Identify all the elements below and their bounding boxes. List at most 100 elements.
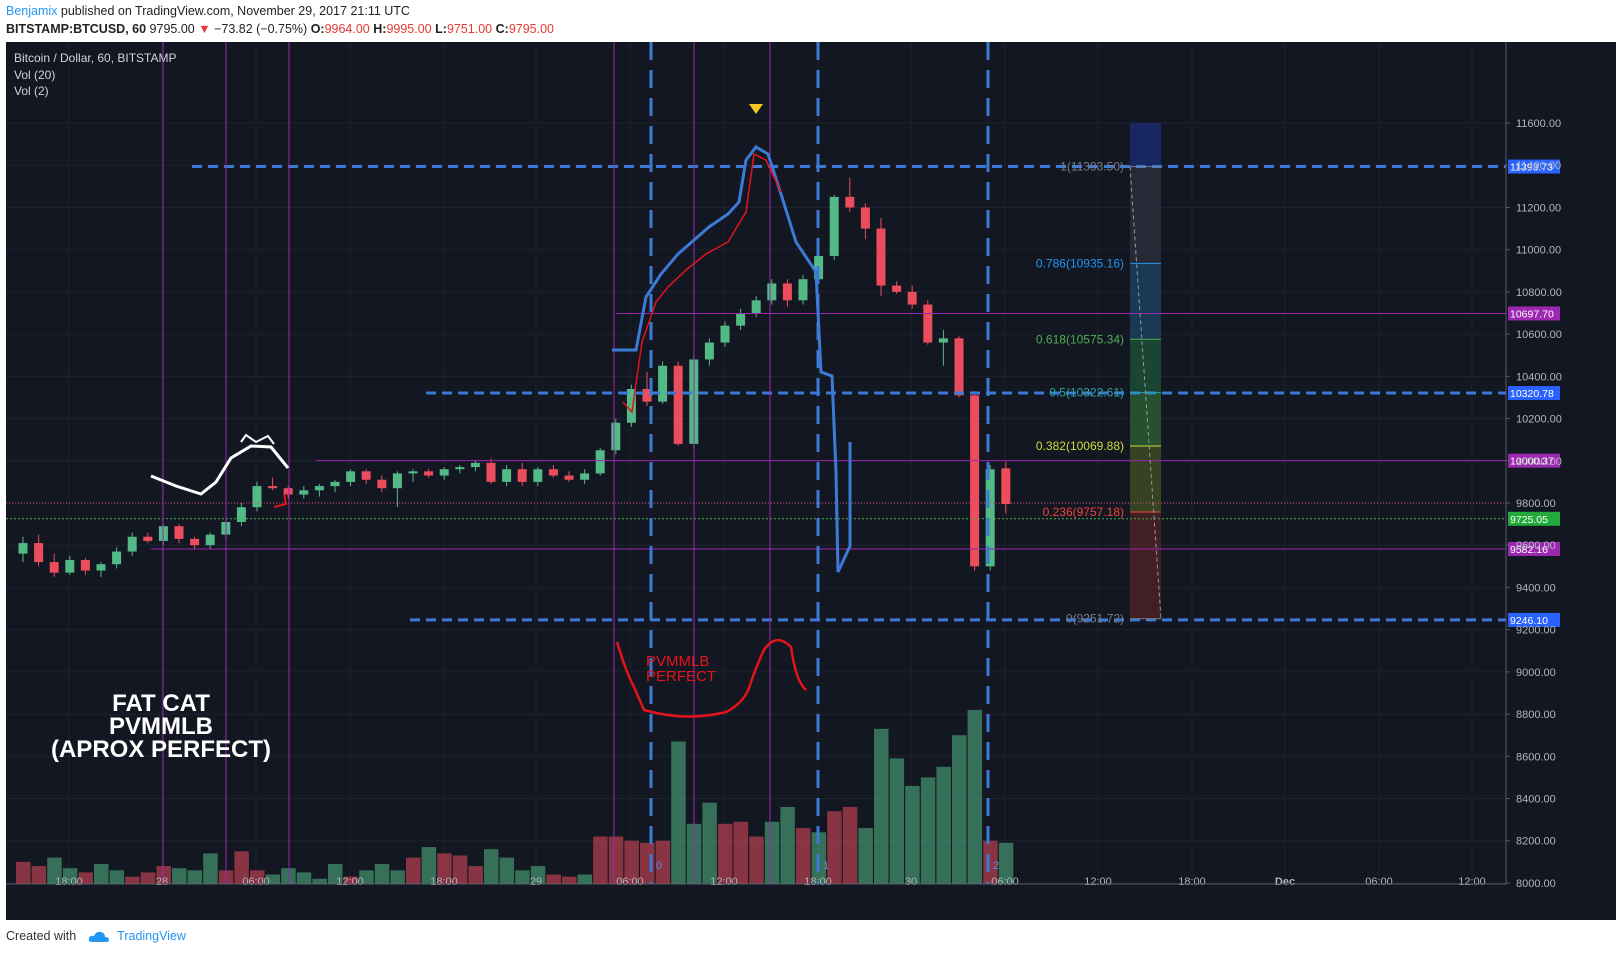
volume-bar — [562, 876, 577, 884]
x-tick-label: 06:00 — [242, 876, 270, 888]
fib-labels: 1(11393.50) 0.786(10935.16) 0.618(10575.34… — [1036, 160, 1162, 626]
volume-bar — [437, 853, 452, 884]
volume-bar — [796, 828, 811, 884]
time-marker-label: 1 — [823, 860, 829, 872]
volume-bar — [281, 868, 296, 884]
volume-bar — [967, 709, 983, 884]
y-tick-label: 9800.00 — [1516, 498, 1556, 510]
x-tick-label: 29 — [530, 876, 542, 888]
candle-body — [112, 551, 122, 565]
volume-bar — [515, 870, 530, 884]
cat-ears — [240, 433, 275, 445]
close-label: C: — [495, 22, 509, 36]
x-tick-label: 12:00 — [710, 876, 738, 888]
low-label: L: — [435, 22, 447, 36]
low-value: 9751.00 — [446, 22, 493, 36]
fib-level-label: 0(9251.72) — [1066, 612, 1124, 626]
chart-area[interactable]: 11393.73 10697.70 10320.78 10000.37 9725.05 9… — [6, 42, 1616, 920]
volume-bar — [624, 840, 639, 884]
candle-body — [829, 196, 839, 256]
candle-body — [704, 342, 714, 360]
chart-header: Benjamix published on TradingView.com, N… — [6, 4, 1616, 40]
close-value: 9795.00 — [508, 22, 554, 36]
price-axis-badge — [1508, 306, 1560, 321]
candle-body — [408, 471, 418, 474]
volume-bar — [250, 870, 265, 884]
vertical-lines[interactable]: 0 1 2 — [162, 42, 999, 884]
footer: Created with TradingView — [6, 929, 186, 943]
chart-canvas[interactable]: 11393.73 10697.70 10320.78 10000.37 9725.05 9… — [6, 42, 1616, 920]
annotation-line-3: (APROX PERFECT) — [51, 736, 271, 763]
volume-bar — [109, 870, 125, 884]
price-axis-badge-label: 10697.70 — [1510, 308, 1554, 320]
price-axis-badge — [1508, 453, 1560, 468]
volume-bar — [671, 741, 686, 884]
volume-bar — [468, 866, 483, 884]
high-label: H: — [373, 22, 387, 36]
y-tick-label: 8000.00 — [1516, 878, 1556, 890]
candle-body — [548, 469, 558, 476]
candle-body — [392, 473, 402, 489]
red-annotation-line-2: PERFECT — [646, 668, 716, 685]
price-axis-badge-label: 9246.10 — [1510, 615, 1548, 627]
candle-body — [876, 228, 886, 286]
down-arrow-icon: ▼ — [198, 22, 211, 36]
price-axis-badge — [1508, 612, 1560, 627]
x-tick-label: 28 — [156, 876, 168, 888]
candle-body — [486, 462, 496, 482]
volume-bar — [359, 870, 374, 884]
fib-zone-band — [1130, 446, 1161, 513]
candle-body — [65, 559, 75, 573]
candle-body — [127, 536, 137, 552]
candle-body — [954, 338, 964, 396]
candle-body — [80, 559, 90, 571]
candle-body — [455, 467, 465, 470]
author-link[interactable]: Benjamix — [6, 4, 58, 18]
candle-body — [626, 388, 636, 423]
candle-body — [658, 365, 668, 402]
candle-body — [502, 469, 512, 482]
x-tick-label: 12:00 — [1458, 876, 1486, 888]
volume-bar — [484, 849, 499, 884]
volume-bar — [936, 766, 951, 884]
candle-body — [439, 469, 449, 476]
candle-body — [18, 543, 28, 554]
volume-bar — [499, 857, 515, 884]
candle-body — [314, 486, 324, 491]
volume-bar — [187, 870, 203, 884]
volume-bar — [608, 836, 624, 884]
price-axis-badge — [1508, 159, 1560, 174]
chart-background — [6, 42, 1616, 920]
candle-body — [751, 300, 761, 313]
price-axis-badge — [1508, 386, 1560, 401]
volume-bar — [62, 868, 78, 884]
price-axis-badge-label: 11393.73 — [1510, 162, 1553, 174]
drawings — [150, 104, 852, 718]
tradingview-link[interactable]: TradingView — [117, 929, 186, 943]
candle-body — [938, 338, 948, 343]
candle-body — [330, 481, 340, 487]
volume-bar — [406, 857, 421, 884]
volume-bar — [328, 863, 343, 884]
volume-bar — [874, 728, 889, 884]
volume-bar — [172, 868, 187, 884]
ohlc-line: BITSTAMP:BTCUSD, 60 9795.00 ▼ −73.82 (−0… — [6, 22, 554, 36]
candle-body — [580, 473, 590, 480]
volume-bar — [920, 777, 936, 884]
x-tick-label: 06:00 — [991, 876, 1019, 888]
y-tick-label: 10400.00 — [1516, 371, 1562, 383]
candle-body — [49, 562, 59, 573]
fib-level-label: 0.786(10935.16) — [1036, 256, 1124, 270]
volume-bar — [374, 863, 390, 884]
candle-body — [236, 507, 246, 522]
candle-body — [892, 285, 902, 292]
horizontal-lines[interactable]: 11393.73 10697.70 10320.78 10000.37 9725.05 9… — [6, 159, 1560, 627]
volume-bar — [640, 842, 655, 884]
red-freehand-curve — [615, 639, 807, 718]
cloud-icon — [88, 931, 109, 942]
candle-body — [283, 488, 293, 495]
volume-bar — [390, 870, 405, 884]
volume-bar — [156, 866, 171, 884]
price-change: −73.82 (−0.75%) — [214, 22, 308, 36]
candle-body — [424, 471, 434, 476]
